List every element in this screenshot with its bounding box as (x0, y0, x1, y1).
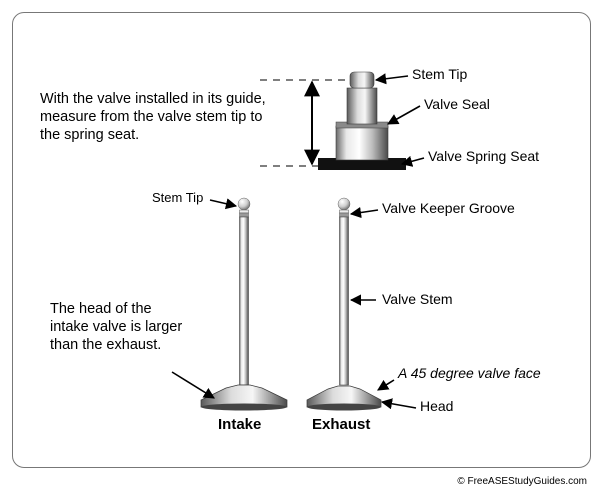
exhaust-valve-stem (340, 217, 349, 385)
arrow-valve-face (378, 380, 394, 390)
label-valve-spring-seat: Valve Spring Seat (428, 148, 539, 166)
arrow-head (382, 402, 416, 408)
label-intake: Intake (218, 416, 261, 435)
arrow-valve-seal (388, 106, 420, 124)
label-valve-keeper-groove: Valve Keeper Groove (382, 200, 515, 218)
arrow-intake-head (172, 372, 214, 398)
stem-tip-top (350, 72, 374, 88)
label-stem-tip-top: Stem Tip (412, 66, 467, 84)
label-valve-stem: Valve Stem (382, 291, 453, 309)
instruction-text: With the valve installed in its guide, m… (40, 90, 270, 144)
exhaust-stem-tip (338, 198, 350, 210)
exhaust-valve (307, 198, 381, 411)
head-note-text: The head of the intake valve is larger t… (50, 300, 190, 354)
diagram-svg (0, 0, 605, 500)
label-head: Head (420, 398, 453, 416)
stem-segment (347, 88, 377, 124)
intake-stem-tip (238, 198, 250, 210)
label-stem-tip-left: Stem Tip (152, 190, 203, 206)
arrow-stem-tip-top (376, 76, 408, 80)
arrow-stem-tip-left (210, 200, 236, 206)
face-note-text: A 45 degree valve face (398, 365, 541, 383)
valve-keeper-groove (340, 210, 349, 213)
guided-valve-assembly (260, 72, 406, 170)
label-valve-seal: Valve Seal (424, 96, 490, 114)
intake-valve-stem (240, 217, 249, 385)
arrow-valve-keeper-groove (351, 210, 378, 214)
intake-valve (201, 198, 287, 411)
credit-text: © FreeASEStudyGuides.com (457, 476, 587, 487)
valve-seal (336, 126, 388, 160)
label-exhaust: Exhaust (312, 416, 370, 435)
